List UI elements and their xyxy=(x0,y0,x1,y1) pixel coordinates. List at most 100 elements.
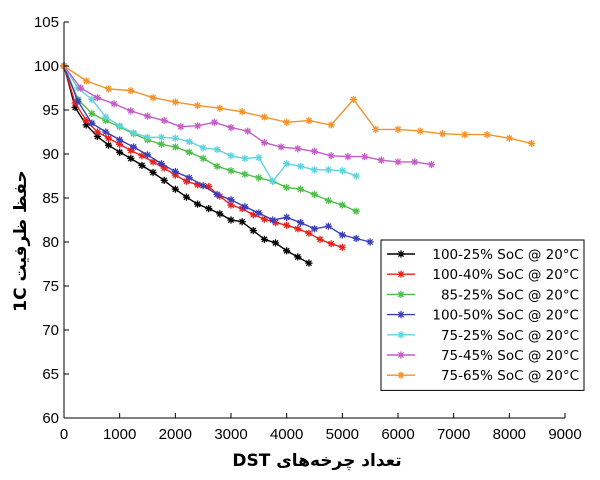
data-point-s7-15 xyxy=(372,125,380,133)
data-point-s1-21 xyxy=(283,247,291,255)
data-point-s1-10 xyxy=(160,176,168,184)
series-line-7 xyxy=(63,65,532,145)
legend-entry-5: 75-25% SoC @ 20°C xyxy=(387,328,579,344)
data-point-s6-11 xyxy=(227,124,235,132)
data-point-s4-12 xyxy=(213,190,221,199)
data-point-s6-7 xyxy=(160,116,168,125)
data-point-s4-7 xyxy=(143,151,152,159)
legend-marker-4 xyxy=(397,311,405,319)
data-point-s1-20 xyxy=(271,239,280,247)
legend-label-5: 75-25% SoC @ 20°C xyxy=(441,328,579,344)
legend-label-6: 75-45% SoC @ 20°C xyxy=(441,348,579,364)
data-point-s1-16 xyxy=(227,216,235,224)
data-point-s6-18 xyxy=(344,153,352,161)
x-tick-label-6000: 6000 xyxy=(381,426,414,443)
legend-marker-6 xyxy=(397,351,405,359)
data-point-s3-17 xyxy=(283,183,291,192)
legend-label-4: 100-50% SoC @ 20°C xyxy=(432,308,579,324)
legend-label-3: 85-25% SoC @ 20°C xyxy=(441,287,579,303)
data-point-s5-17 xyxy=(283,160,291,168)
series-line-5 xyxy=(63,65,357,183)
data-point-s2-23 xyxy=(305,229,313,237)
data-point-s7-17 xyxy=(416,127,424,135)
data-point-s7-20 xyxy=(483,131,491,139)
data-point-s1-12 xyxy=(182,193,191,201)
data-point-s5-7 xyxy=(143,133,152,141)
data-point-s6-23 xyxy=(427,160,435,169)
data-point-s2-24 xyxy=(316,235,324,243)
data-point-s3-3 xyxy=(88,109,96,118)
data-point-s7-7 xyxy=(194,102,202,110)
data-point-s5-16 xyxy=(269,177,277,185)
data-point-s3-10 xyxy=(185,148,193,156)
legend-label-2: 100-40% SoC @ 20°C xyxy=(432,267,579,283)
data-point-s1-22 xyxy=(294,253,302,261)
data-point-s6-4 xyxy=(110,100,118,108)
data-point-s6-3 xyxy=(93,94,101,102)
data-point-s5-22 xyxy=(352,172,360,180)
data-point-s4-15 xyxy=(255,209,263,217)
data-point-s2-3 xyxy=(82,116,90,125)
data-point-s1-4 xyxy=(93,132,101,140)
data-point-s5-15 xyxy=(255,153,263,162)
y-axis-label: حفظ ظرفیت 1C xyxy=(11,170,31,312)
y-tick-label-95: 95 xyxy=(42,102,59,119)
x-axis-label: تعداد چرخه‌های DST xyxy=(232,451,401,471)
data-point-s3-13 xyxy=(227,167,235,175)
data-point-s3-22 xyxy=(352,207,360,215)
data-point-s6-21 xyxy=(394,158,402,166)
data-point-s4-6 xyxy=(129,143,138,151)
data-point-s1-9 xyxy=(149,168,157,177)
legend-entry-2: 100-40% SoC @ 20°C xyxy=(387,267,579,283)
legend-entry-1: 100-25% SoC @ 20°C xyxy=(387,247,579,263)
data-point-s3-9 xyxy=(171,143,179,151)
x-tick-label-3000: 3000 xyxy=(214,426,247,443)
data-point-s7-3 xyxy=(104,85,113,93)
data-point-s2-4 xyxy=(93,128,101,136)
data-point-s2-10 xyxy=(160,164,168,172)
y-tick-label-90: 90 xyxy=(42,146,59,163)
data-point-s6-14 xyxy=(277,143,285,151)
legend-marker-5 xyxy=(397,331,405,339)
data-point-s7-12 xyxy=(305,116,313,125)
data-point-s5-5 xyxy=(116,122,124,130)
data-point-s4-4 xyxy=(102,128,110,136)
data-point-s7-22 xyxy=(528,139,536,148)
legend-entry-4: 100-50% SoC @ 20°C xyxy=(387,308,579,324)
series-2 xyxy=(60,62,346,251)
data-point-s7-18 xyxy=(438,130,447,138)
data-point-s5-14 xyxy=(241,154,249,162)
data-point-s5-9 xyxy=(171,134,179,142)
data-point-s1-19 xyxy=(260,235,268,243)
x-tick-label-0: 0 xyxy=(60,426,68,443)
data-point-s5-11 xyxy=(199,144,207,152)
plot-layer xyxy=(60,62,536,267)
data-point-s7-9 xyxy=(238,108,246,116)
data-point-s2-8 xyxy=(138,152,146,160)
data-point-s4-20 xyxy=(324,222,333,230)
data-point-s6-6 xyxy=(143,112,152,120)
data-point-s6-10 xyxy=(210,118,218,126)
legend-marker-3 xyxy=(397,290,405,298)
data-point-s6-12 xyxy=(244,127,252,135)
data-point-s4-3 xyxy=(88,119,96,127)
data-point-s4-10 xyxy=(185,174,193,182)
data-point-s6-9 xyxy=(194,122,202,130)
x-tick-label-2000: 2000 xyxy=(159,426,192,443)
data-point-s4-5 xyxy=(116,136,124,144)
y-tick-label-80: 80 xyxy=(42,234,59,251)
x-tick-label-8000: 8000 xyxy=(493,426,526,443)
data-point-s1-5 xyxy=(104,141,113,149)
data-point-s4-17 xyxy=(283,213,291,221)
data-point-s6-13 xyxy=(260,138,268,147)
axis-layer: 0 1000 2000 3000 4000 5000 6000 7000 8000 9000 60 6… xyxy=(34,14,582,443)
legend-entry-3: 85-25% SoC @ 20°C xyxy=(387,287,579,303)
data-point-s1-7 xyxy=(127,154,135,162)
data-point-s6-8 xyxy=(177,123,185,131)
data-point-s3-19 xyxy=(310,190,319,199)
data-point-s6-16 xyxy=(310,147,319,155)
y-tick-label-105: 105 xyxy=(34,14,59,31)
data-point-s2-17 xyxy=(238,204,246,213)
data-point-s5-6 xyxy=(129,129,138,137)
data-point-s7-6 xyxy=(171,98,179,106)
